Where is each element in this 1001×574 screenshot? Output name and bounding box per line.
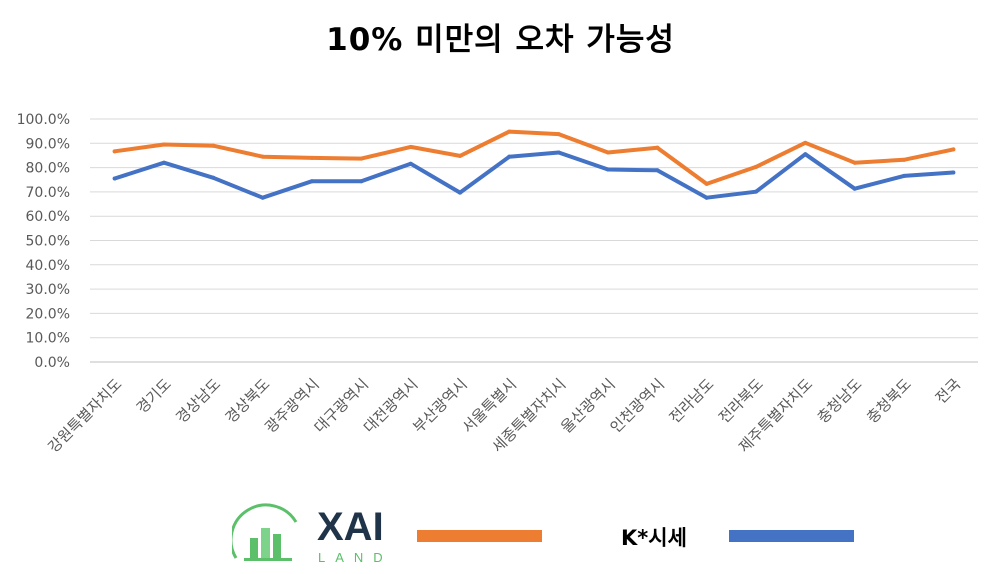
data-point (902, 157, 906, 162)
y-tick-label: 20.0% (26, 306, 70, 322)
x-tick-label: 경기도 (133, 375, 175, 417)
data-point (704, 181, 709, 186)
x-tick-label: 전라남도 (666, 375, 718, 427)
data-point (754, 164, 758, 169)
y-tick-label: 30.0% (26, 282, 70, 298)
data-point (704, 195, 709, 200)
data-point (408, 161, 413, 166)
data-point (112, 149, 117, 154)
data-point (852, 186, 857, 191)
x-tick-label: 인천광역시 (607, 375, 669, 437)
data-point (112, 176, 117, 181)
data-point (310, 179, 314, 184)
data-point (507, 129, 512, 134)
data-point (211, 143, 216, 148)
xai-land-logo: XAI LAND (232, 503, 393, 565)
data-point (852, 160, 857, 165)
data-point (556, 132, 561, 137)
data-point (310, 155, 314, 160)
legend-label-series-2: K*시세 (621, 526, 687, 550)
legend-swatch-series-1 (417, 530, 542, 542)
series-line-2 (112, 150, 956, 200)
data-point (951, 170, 956, 175)
data-point (507, 154, 512, 159)
data-point (211, 175, 216, 180)
series-line-1 (112, 129, 956, 186)
y-tick-label: 90.0% (26, 136, 70, 152)
y-tick-label: 70.0% (26, 185, 70, 201)
data-point (458, 190, 462, 195)
y-tick-label: 60.0% (26, 209, 70, 225)
data-point (408, 144, 413, 149)
y-tick-label: 80.0% (26, 161, 70, 177)
data-point (902, 173, 906, 178)
x-tick-label: 강원특별자치도 (44, 375, 125, 456)
x-tick-label: 충청북도 (863, 375, 915, 427)
data-point (260, 154, 265, 159)
data-point (655, 168, 660, 173)
data-point (803, 152, 808, 157)
data-point (951, 147, 956, 152)
building-icon (232, 503, 298, 561)
data-point (655, 145, 660, 150)
x-tick-label: 경상남도 (172, 375, 224, 427)
y-tick-label: 10.0% (26, 331, 70, 347)
logo-subtext: LAND (318, 550, 393, 565)
x-tick-label: 충청남도 (814, 375, 866, 427)
legend-swatch-series-2 (729, 530, 854, 542)
data-point (260, 195, 265, 200)
data-point (359, 156, 364, 161)
data-point (803, 140, 808, 145)
data-point (458, 153, 462, 158)
y-tick-label: 0.0% (34, 355, 70, 371)
y-tick-label: 40.0% (26, 258, 70, 274)
data-point (556, 150, 561, 155)
x-tick-label: 전국 (932, 375, 964, 407)
data-point (606, 167, 610, 172)
data-point (162, 160, 166, 165)
data-point (162, 142, 166, 147)
y-tick-label: 50.0% (26, 234, 70, 250)
data-point (754, 189, 758, 194)
chart-title: 10% 미만의 오차 가능성 (326, 22, 675, 58)
data-point (359, 179, 364, 184)
y-tick-label: 100.0% (17, 112, 70, 128)
data-point (606, 150, 610, 155)
logo-text: XAI (317, 505, 384, 549)
